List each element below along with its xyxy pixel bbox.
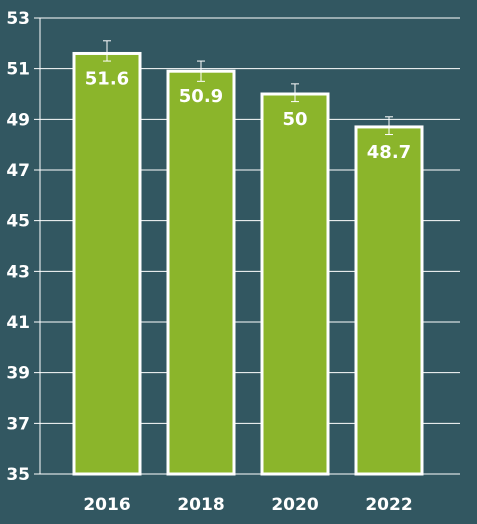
x-tick-label: 2018 [177,495,224,515]
bar [72,51,142,476]
y-tick-label: 45 [6,212,30,232]
data-label: 51.6 [85,68,129,89]
data-labels: 51.6 50.9 50 48.7 [85,68,411,162]
y-tick-label: 39 [6,364,30,384]
y-tick-label: 53 [6,9,30,29]
bars [72,51,424,476]
data-label: 50.9 [179,86,223,107]
x-tick-label: 2020 [271,495,318,515]
y-tick-label: 43 [6,262,30,282]
data-label: 48.7 [367,142,411,163]
y-tick-label: 41 [6,313,30,333]
y-tick-label: 47 [6,161,30,181]
y-tick-label: 37 [6,414,30,434]
x-tick-label: 2016 [83,495,130,515]
x-tick-label: 2022 [365,495,412,515]
y-axis: 35 37 39 41 43 45 47 49 51 53 [6,9,41,485]
bar [166,69,236,476]
data-label: 50 [282,109,307,130]
error-bars [103,40,393,136]
bar [260,92,330,476]
bar [354,125,424,476]
y-tick-label: 51 [6,60,30,80]
x-axis: 2016 2018 2020 2022 [83,495,412,515]
y-tick-label: 49 [6,110,30,130]
y-tick-label: 35 [6,465,30,485]
